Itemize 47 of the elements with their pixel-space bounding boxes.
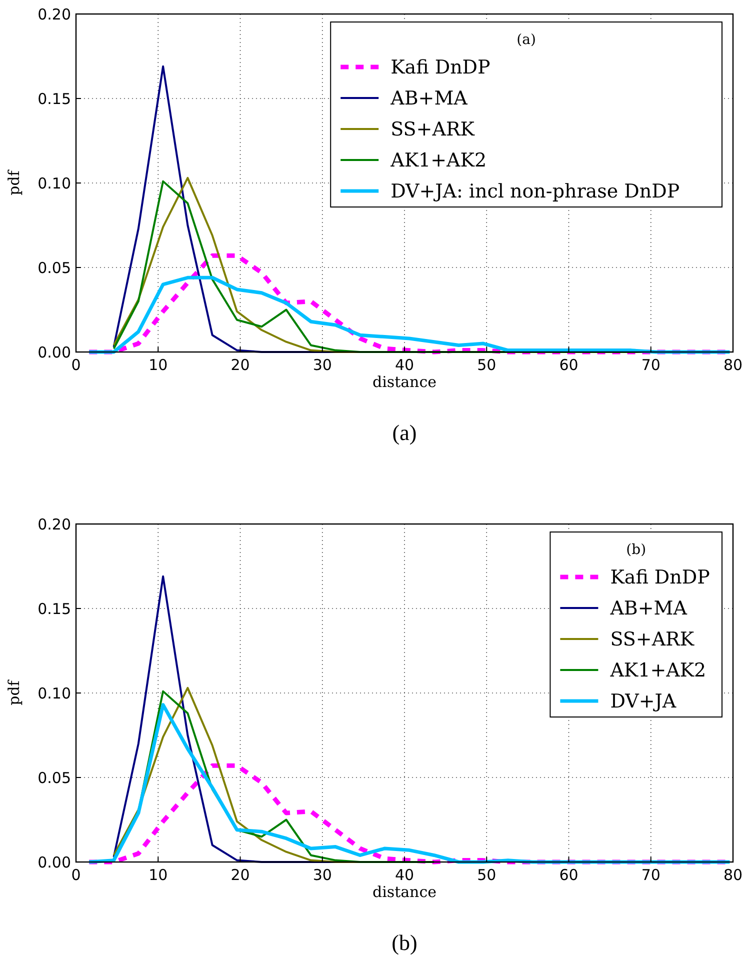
legend-label: AK1+AK2 <box>609 660 706 682</box>
x-tick-label: 30 <box>312 866 332 884</box>
x-tick-label: 70 <box>641 356 660 374</box>
x-tick-label: 40 <box>394 866 414 884</box>
x-tick-label: 20 <box>230 356 250 374</box>
legend-label: DV+JA: incl non-phrase DnDP <box>390 180 680 203</box>
x-tick-label: 40 <box>394 356 414 374</box>
y-tick-label: 0.10 <box>38 174 71 192</box>
legend-label: Kafi DnDP <box>390 56 491 79</box>
y-tick-label: 0.15 <box>38 90 71 108</box>
y-tick-label: 0.05 <box>38 768 71 787</box>
y-tick-label: 0.00 <box>38 343 71 362</box>
x-tick-label: 30 <box>312 356 332 374</box>
legend-label: SS+ARK <box>610 628 695 651</box>
y-axis-title: pdf <box>5 679 23 706</box>
x-tick-label: 0 <box>71 866 81 884</box>
y-axis-title: pdf <box>5 169 23 196</box>
y-tick-label: 0.15 <box>38 600 71 618</box>
y-tick-label: 0.10 <box>38 684 71 702</box>
x-tick-label: 20 <box>230 866 250 884</box>
y-tick-label: 0.20 <box>38 5 71 24</box>
x-axis-title: distance <box>372 883 437 901</box>
y-tick-label: 0.20 <box>38 515 71 534</box>
text: (a) <box>392 420 417 445</box>
x-tick-label: 10 <box>148 866 168 884</box>
y-tick-label: 0.05 <box>38 258 71 277</box>
legend-label: Kafi DnDP <box>610 566 710 589</box>
x-tick-label: 50 <box>477 356 496 374</box>
x-axis-title: distance <box>372 373 437 391</box>
x-tick-label: 60 <box>559 866 578 884</box>
y-tick-label: 0.00 <box>38 853 71 872</box>
x-tick-label: 10 <box>148 356 168 374</box>
x-tick-label: 0 <box>71 356 81 374</box>
legend-label: AK1+AK2 <box>390 150 487 172</box>
x-tick-label: 80 <box>723 356 743 374</box>
x-tick-label: 70 <box>641 866 660 884</box>
legend-title: (b) <box>626 542 646 558</box>
text: (b) <box>392 930 418 955</box>
legend-label: AB+MA <box>609 598 688 620</box>
legend-label: DV+JA <box>610 690 676 713</box>
legend-title: (a) <box>516 32 536 48</box>
x-tick-label: 60 <box>559 356 578 374</box>
x-tick-label: 50 <box>477 866 496 884</box>
line-series <box>87 276 732 354</box>
legend-label: SS+ARK <box>390 118 476 141</box>
legend-label: AB+MA <box>390 88 468 110</box>
x-tick-label: 80 <box>723 866 743 884</box>
